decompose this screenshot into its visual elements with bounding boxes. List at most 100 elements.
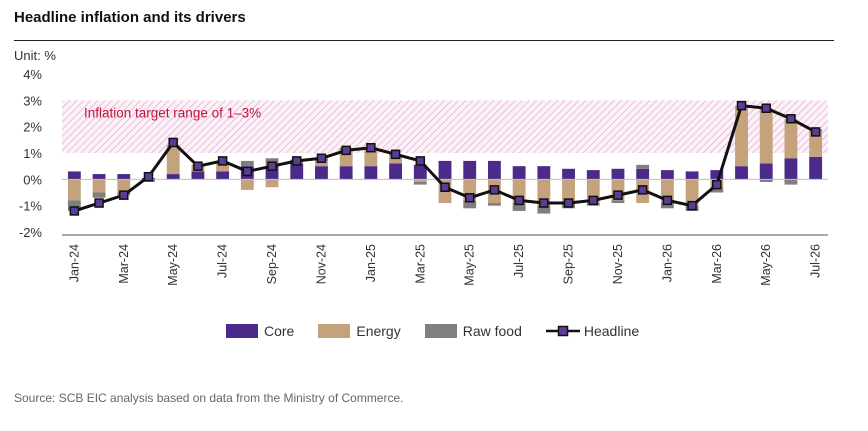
y-tick-label: 4%: [23, 67, 42, 82]
headline-point: [415, 156, 426, 166]
bar-core: [463, 160, 477, 180]
chart-legend: Core Energy Raw food Headline: [226, 323, 663, 339]
bar-raw-food: [463, 200, 477, 209]
bar-core: [339, 166, 353, 180]
bar-energy: [413, 179, 427, 182]
y-tick-label: 0%: [23, 172, 42, 187]
headline-point: [588, 195, 599, 206]
headline-point: [168, 137, 178, 148]
bar-core: [117, 174, 131, 180]
legend-item-energy: Energy: [318, 323, 401, 339]
chart-title: Headline inflation and its drivers: [14, 9, 246, 26]
bar-energy: [685, 179, 699, 206]
bar-core: [315, 166, 328, 180]
bar-core: [512, 166, 526, 180]
legend-label-raw-food: Raw food: [462, 323, 522, 339]
bar-raw-food: [240, 160, 254, 167]
bar-raw-food: [512, 203, 526, 211]
bar-raw-food: [67, 200, 81, 211]
y-tick-label: 3%: [23, 93, 42, 108]
headline-point: [119, 190, 129, 200]
legend-swatch-raw-food: [424, 324, 457, 338]
bar-energy: [216, 163, 230, 172]
bar-raw-food: [660, 203, 674, 209]
x-tick-label: May-26: [759, 244, 773, 286]
headline-point: [69, 206, 80, 216]
x-tick-label: Nov-24: [314, 244, 328, 284]
headline-point: [341, 145, 351, 156]
headline-point: [514, 195, 524, 206]
bar-core: [809, 156, 823, 180]
bar-raw-food: [413, 181, 427, 185]
bar-core: [166, 174, 180, 180]
bar-core: [92, 174, 106, 180]
headline-point: [539, 198, 549, 208]
legend-swatch-energy: [318, 324, 351, 338]
headline-point: [662, 195, 673, 206]
headline-point: [736, 100, 747, 111]
bar-core: [685, 171, 699, 180]
x-tick-label: Jan-26: [660, 244, 674, 282]
y-tick-label: -1%: [19, 199, 43, 214]
legend-item-headline: Headline: [545, 323, 640, 339]
legend-label-energy: Energy: [356, 323, 401, 339]
bar-raw-food: [636, 164, 650, 169]
bar-energy: [265, 179, 279, 188]
headline-point: [613, 190, 623, 200]
bar-energy: [389, 155, 403, 164]
bar-core: [487, 160, 501, 180]
bar-core: [364, 166, 378, 180]
x-tick-label: May-24: [166, 244, 180, 286]
bar-core: [784, 158, 798, 180]
x-tick-label: Jan-25: [364, 244, 378, 282]
headline-point: [193, 161, 203, 171]
bar-core: [735, 166, 748, 180]
title-rule: [14, 40, 834, 41]
unit-label: Unit: %: [14, 48, 56, 63]
bar-energy: [315, 160, 328, 167]
headline-point: [242, 166, 253, 177]
legend-swatch-core: [226, 324, 258, 338]
bar-core: [389, 163, 403, 180]
headline-point: [489, 185, 500, 195]
x-tick-label: Jul-24: [216, 244, 230, 278]
bar-energy: [67, 179, 81, 201]
headline-point: [291, 156, 302, 166]
bar-core: [759, 163, 773, 180]
target-band: [62, 100, 828, 153]
bar-core: [562, 168, 575, 180]
x-tick-label: Mar-25: [413, 244, 427, 284]
bar-core: [611, 168, 625, 180]
x-tick-label: Jul-26: [809, 244, 823, 278]
legend-label-core: Core: [264, 323, 295, 339]
bar-raw-food: [759, 179, 773, 182]
headline-point: [390, 149, 401, 160]
legend-label-headline: Headline: [583, 323, 640, 339]
headline-point: [687, 200, 697, 211]
bar-raw-food: [784, 179, 798, 185]
x-tick-label: May-25: [463, 244, 477, 286]
x-tick-label: Jan-24: [67, 244, 81, 282]
headline-point: [267, 161, 277, 171]
source-note: Source: SCB EIC analysis based on data f…: [14, 391, 404, 405]
bar-energy: [735, 105, 748, 167]
bar-energy: [759, 108, 773, 164]
bar-energy: [784, 118, 798, 159]
bar-core: [586, 170, 600, 180]
headline-point: [316, 153, 327, 164]
x-tick-label: Mar-24: [117, 244, 131, 284]
headline-point: [143, 171, 154, 182]
x-tick-label: Mar-26: [710, 244, 724, 284]
bar-core: [191, 171, 205, 180]
bar-energy: [92, 179, 106, 193]
y-tick-label: -2%: [19, 225, 43, 240]
bar-energy: [562, 179, 575, 204]
bar-raw-food: [611, 200, 625, 204]
bar-core: [67, 171, 81, 180]
inflation-chart: Inflation target range of 1–3% -2% -1% 0% 1…: [19, 67, 828, 286]
bar-raw-food: [537, 205, 551, 214]
bar-energy: [117, 179, 131, 193]
x-tick-label: Sep-24: [265, 244, 279, 284]
headline-point: [786, 114, 796, 124]
bar-core: [290, 163, 304, 180]
